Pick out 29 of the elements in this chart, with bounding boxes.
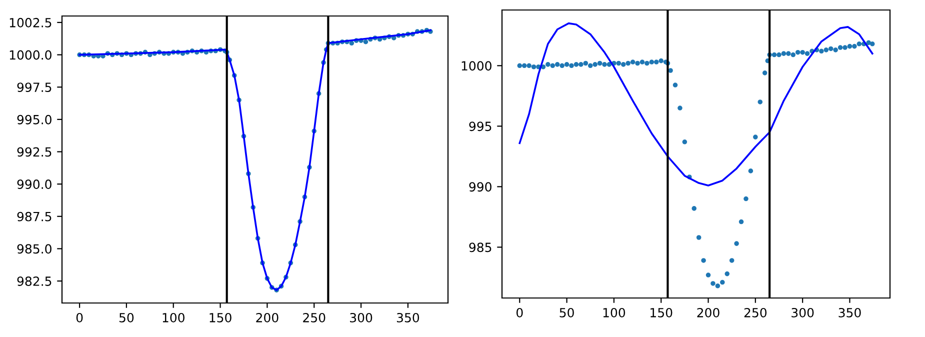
x-tick-label: 300 [350, 312, 372, 322]
y-tick-label: 1000.0 [10, 50, 52, 60]
x-tick-label: 350 [838, 308, 861, 318]
x-tick-label: 100 [162, 312, 184, 322]
y-tick-label: 1002.5 [10, 18, 52, 28]
y-tick-label: 990 [469, 182, 492, 192]
y-tick-label: 995.0 [17, 114, 52, 124]
y-tick-label: 995 [469, 122, 492, 132]
x-tick-label: 0 [516, 308, 523, 318]
y-tick-label: 985 [469, 242, 492, 252]
x-tick-label: 250 [744, 308, 767, 318]
x-tick-label: 0 [76, 312, 83, 322]
x-tick-label: 200 [256, 312, 278, 322]
x-tick-label: 100 [603, 308, 626, 318]
x-tick-label: 300 [792, 308, 814, 318]
y-tick-label: 1000 [462, 61, 492, 71]
x-tick-label: 200 [697, 308, 720, 318]
x-tick-label: 50 [119, 312, 134, 322]
x-tick-label: 250 [303, 312, 326, 322]
x-tick-label: 350 [396, 312, 420, 322]
y-tick-label: 982.5 [17, 276, 52, 286]
y-tick-label: 987.5 [17, 212, 52, 222]
y-tick-label: 997.5 [17, 82, 52, 92]
x-tick-label: 150 [210, 312, 232, 322]
y-tick-label: 985.0 [17, 244, 52, 254]
x-tick-label: 150 [650, 308, 672, 318]
y-tick-label: 990.0 [17, 180, 52, 189]
y-tick-label: 992.5 [17, 147, 52, 157]
x-tick-label: 50 [560, 308, 574, 318]
